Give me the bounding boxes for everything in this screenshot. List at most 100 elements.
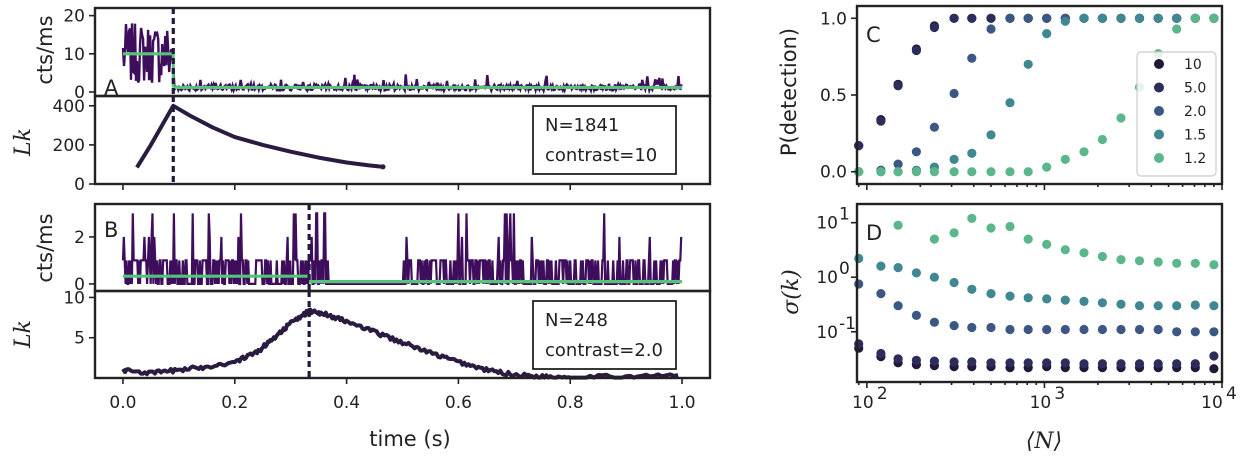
point-d-5.0	[949, 357, 959, 367]
point-d-1.2	[986, 223, 996, 233]
point-c-5.0	[893, 81, 903, 91]
point-d-2.0	[1190, 327, 1200, 337]
panel-label-d: D	[866, 221, 882, 245]
d-ytick-label: 10	[816, 214, 838, 234]
d-ytick-label: 10	[816, 323, 838, 343]
panel-label-a: A	[104, 76, 119, 100]
point-d-1.2	[929, 234, 940, 244]
point-d-2.0	[1005, 324, 1015, 335]
point-d-5.0	[1190, 359, 1200, 369]
point-c-1.2	[1190, 13, 1200, 23]
panel-label-b: B	[104, 218, 118, 242]
point-d-1.2	[1060, 245, 1070, 255]
xlabel-time: time (s)	[369, 427, 450, 451]
b-lk-ytick-label: 5	[74, 329, 85, 349]
panel-label-c: C	[866, 23, 881, 47]
ylabel-a-lk: Lk	[11, 128, 36, 157]
point-c-1.2	[911, 167, 922, 177]
point-c-1.5	[1172, 13, 1182, 23]
point-d-10	[1209, 364, 1219, 374]
point-d-5.0	[1042, 358, 1052, 368]
point-d-1.5	[1209, 301, 1219, 311]
point-d-1.5	[1023, 293, 1033, 303]
xtick-label-time: 0.4	[333, 393, 360, 413]
likelihood-curve-a	[135, 103, 384, 169]
point-c-1.5	[1060, 16, 1070, 26]
point-c-2.0	[893, 159, 903, 169]
point-c-1.2	[1097, 134, 1107, 145]
xtick-label-time: 0.0	[109, 393, 136, 413]
legend-marker	[1154, 82, 1164, 93]
d-ytick-exp: -1	[839, 314, 856, 334]
point-d-2.0	[949, 321, 959, 331]
point-d-2.0	[986, 322, 996, 333]
c-ytick-label: 0.5	[820, 86, 847, 106]
point-d-1.2	[1134, 256, 1145, 266]
point-d-5.0	[854, 339, 864, 349]
point-d-1.5	[1005, 291, 1015, 301]
point-d-2.0	[1023, 324, 1033, 335]
point-c-1.2	[949, 167, 959, 177]
point-d-5.0	[1153, 359, 1163, 369]
point-d-5.0	[1209, 351, 1219, 361]
point-d-1.5	[1153, 301, 1163, 311]
point-c-5.0	[949, 13, 959, 23]
point-c-1.2	[1042, 162, 1052, 172]
annotation-n-a: N=1841	[545, 115, 619, 136]
d-xtick-exp: 4	[1226, 384, 1237, 404]
d-xtick-exp: 2	[877, 384, 888, 404]
annotation-contrast-a: contrast=10	[545, 145, 657, 166]
a-lk-ytick-label: 400	[53, 97, 85, 117]
ylabel-a-counts: cts/ms	[33, 15, 57, 84]
ylabel-sigma: σ(k)	[779, 269, 804, 315]
point-d-2.0	[967, 322, 977, 333]
point-d-1.2	[1116, 255, 1126, 265]
point-d-1.5	[986, 289, 996, 299]
point-c-1.5	[1005, 98, 1015, 108]
point-d-1.2	[1023, 234, 1033, 244]
point-d-2.0	[1097, 324, 1107, 335]
point-d-2.0	[1153, 324, 1163, 335]
ylabel-b-counts: cts/ms	[33, 213, 57, 282]
point-c-5.0	[986, 13, 996, 23]
point-d-2.0	[1172, 327, 1182, 337]
point-d-2.0	[1042, 324, 1052, 335]
annotation-box-b	[532, 300, 677, 370]
legend-label: 2.0	[1184, 104, 1206, 120]
point-d-1.2	[1190, 258, 1200, 268]
point-c-1.5	[1153, 13, 1163, 23]
point-d-1.5	[893, 263, 903, 273]
point-d-1.5	[911, 268, 922, 278]
point-c-1.2	[967, 167, 977, 177]
point-c-1.2	[1172, 24, 1182, 34]
point-d-5.0	[1060, 358, 1070, 368]
a-lk-ytick-label: 0	[74, 175, 85, 195]
point-d-1.2	[1005, 221, 1015, 232]
d-xtick-label: 10	[1030, 393, 1052, 413]
point-d-1.2	[949, 228, 959, 238]
point-d-1.5	[854, 253, 864, 264]
point-d-5.0	[893, 354, 903, 364]
point-c-2.0	[929, 122, 940, 132]
xtick-label-time: 0.6	[445, 393, 472, 413]
point-d-1.5	[1097, 298, 1107, 308]
point-c-1.2	[893, 167, 903, 177]
point-d-5.0	[1097, 359, 1107, 369]
point-c-1.5	[986, 130, 996, 140]
point-d-2.0	[1116, 324, 1126, 335]
point-d-5.0	[986, 358, 996, 368]
point-d-2.0	[1209, 327, 1219, 337]
panel-c-detection: 0.0 0.5 1.0 10 5.0 2.0 1.5 1.2	[820, 4, 1224, 190]
legend-marker	[1154, 106, 1164, 116]
point-d-2.0	[911, 310, 922, 320]
legend-label: 1.5	[1184, 128, 1206, 144]
axes-frame-c	[855, 4, 1224, 186]
point-d-5.0	[876, 348, 886, 359]
b-counts-ytick-label: 2	[74, 228, 85, 248]
d-ytick-exp: 0	[839, 259, 850, 279]
point-c-2.0	[1023, 13, 1033, 23]
point-c-1.2	[1116, 113, 1126, 123]
ylabel-b-lk: Lk	[11, 320, 36, 349]
panel-a-counts: 0 10 20	[63, 7, 712, 103]
point-d-1.5	[967, 284, 977, 294]
